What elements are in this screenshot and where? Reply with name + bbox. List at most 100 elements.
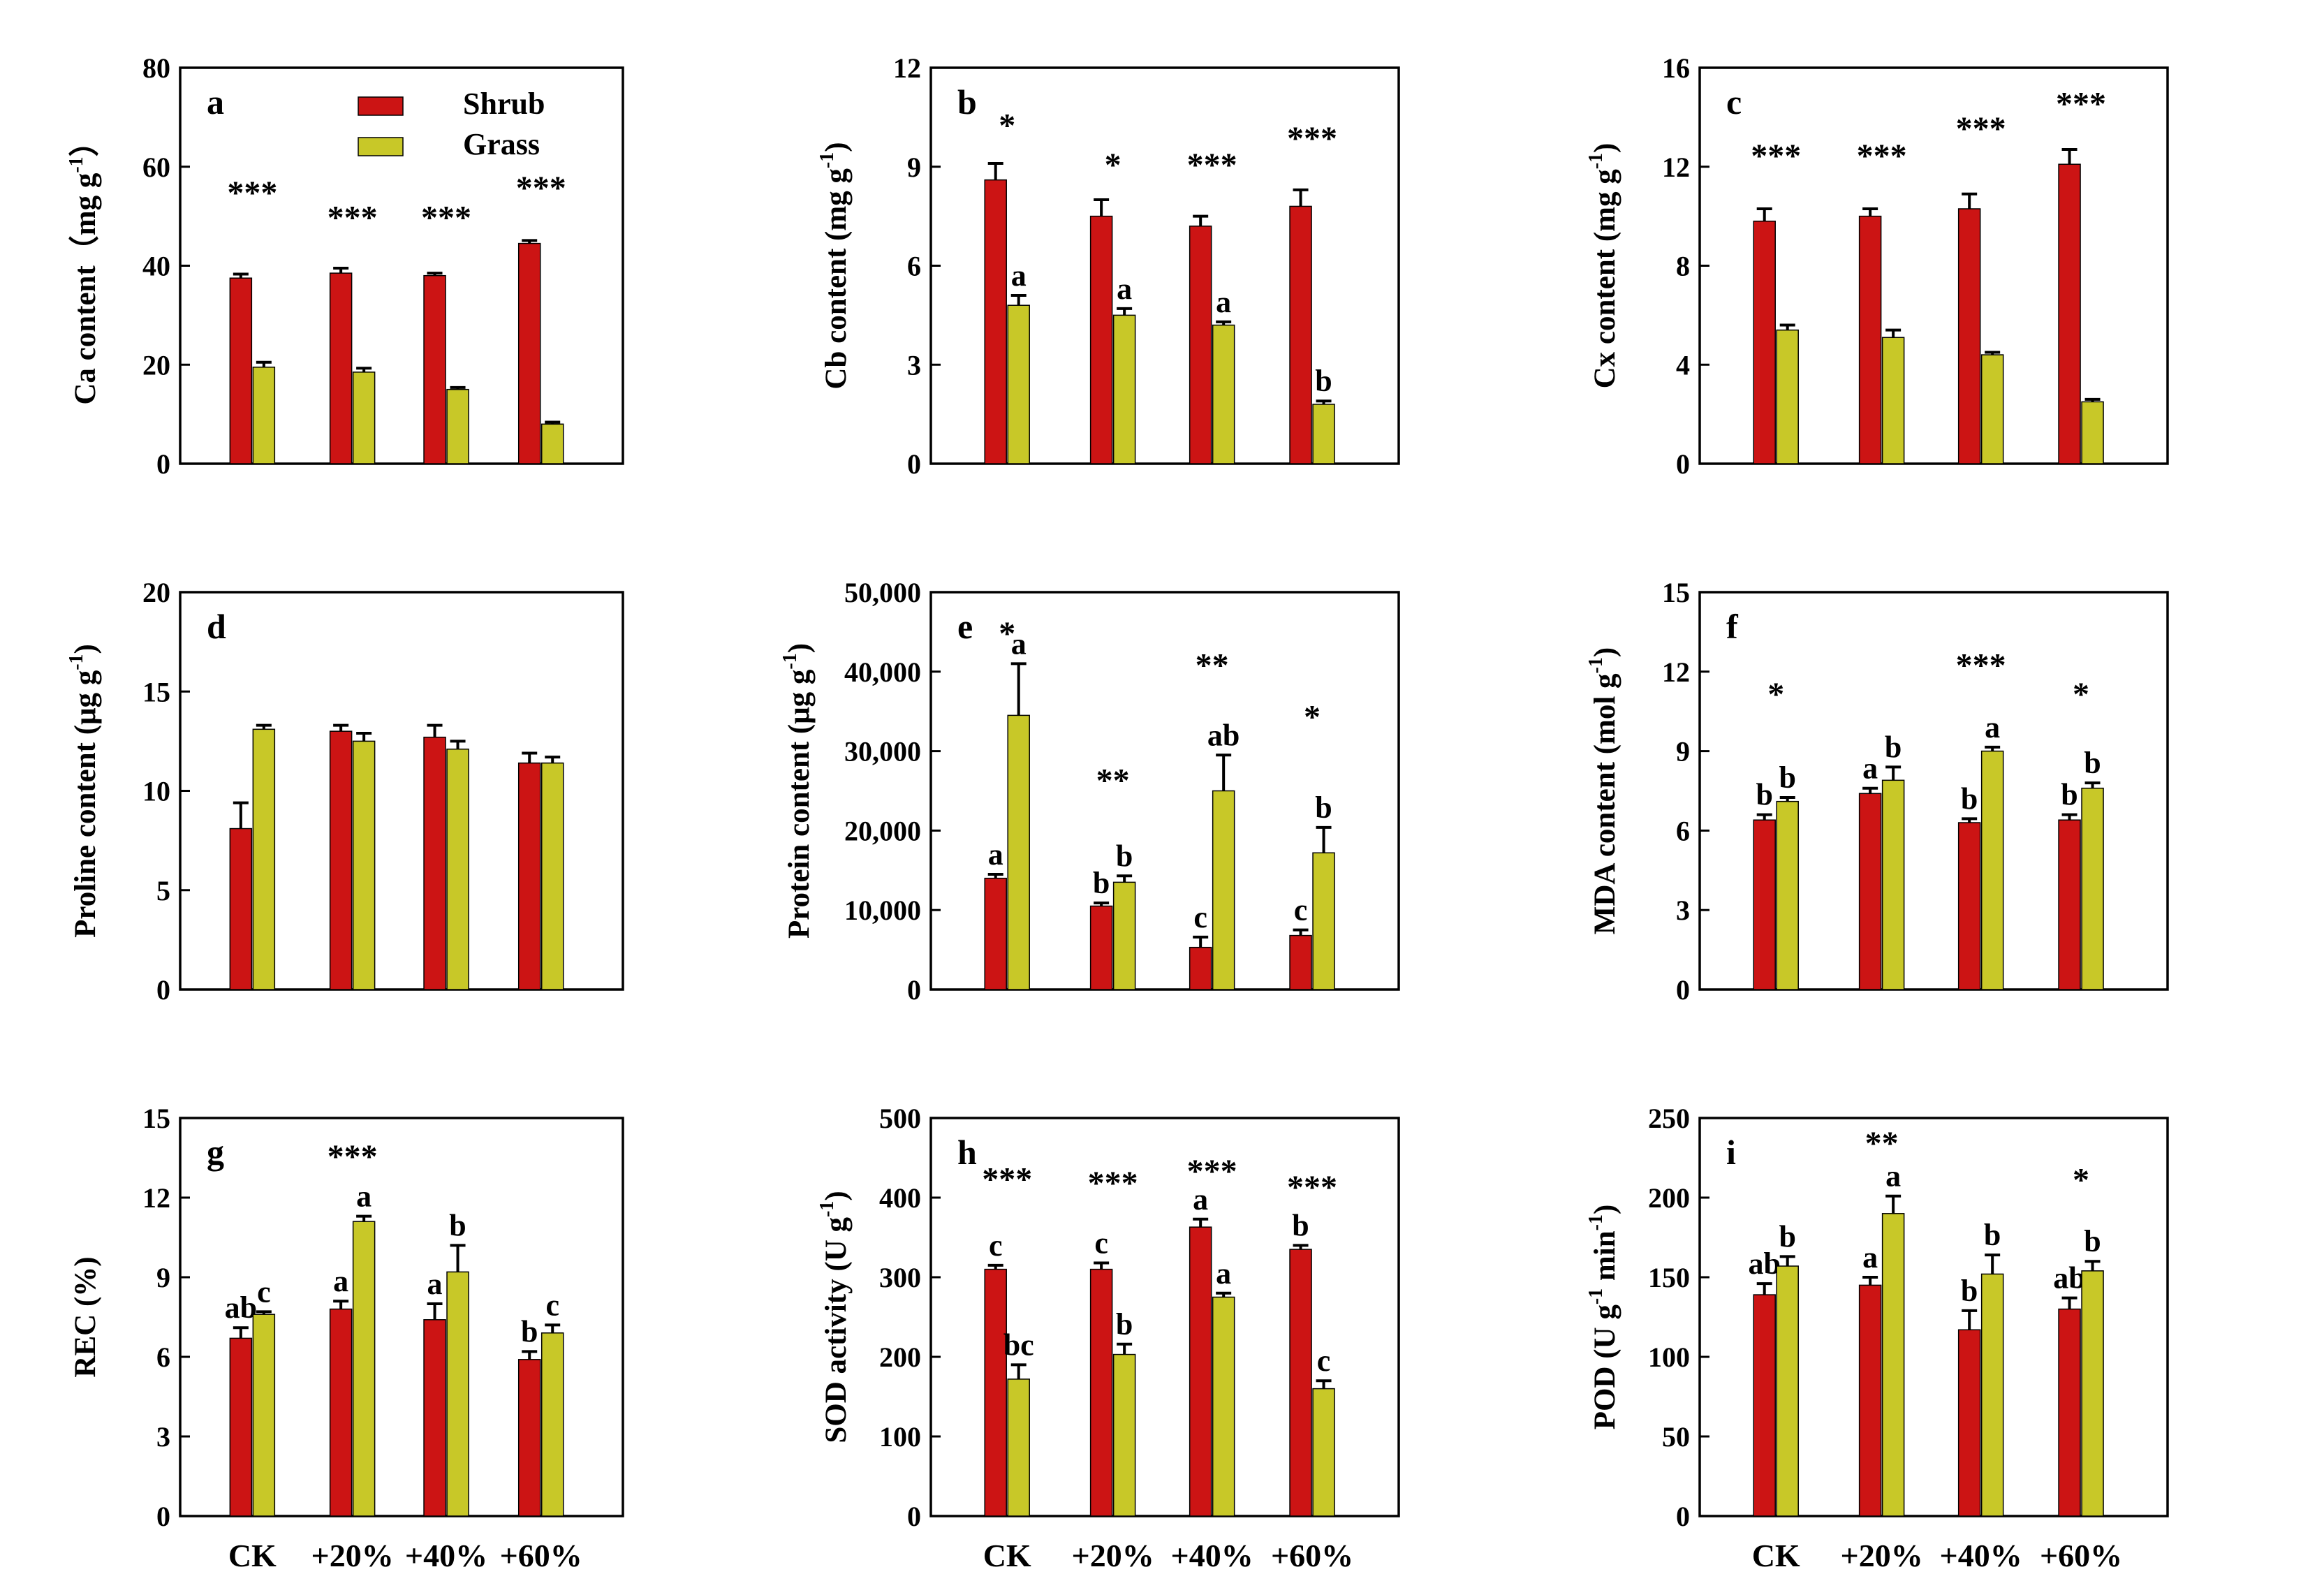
- x-category-label: +40%: [1171, 1538, 1253, 1573]
- bar-shrub: [1089, 1268, 1113, 1517]
- panel-a: 0 20 40 60 80 Ca content（mg g-1） a *** *** *** ***…: [66, 52, 624, 480]
- significance-stars: ***: [328, 1138, 378, 1175]
- y-axis-label: Proline content (μg g-1): [66, 644, 102, 938]
- y-axis-label: Cb content (mg g-1): [816, 142, 853, 389]
- bar-grass: [1112, 314, 1136, 464]
- panel-letter: f: [1726, 607, 1739, 646]
- significance-stars: ***: [1287, 120, 1337, 157]
- y-axis-label: Protein content (μg g-1): [779, 643, 816, 939]
- significance-letter-grass: b: [1116, 839, 1133, 873]
- y-tick-label: 50,000: [844, 577, 921, 608]
- y-axis-label-main: POD (U g: [1589, 1304, 1621, 1430]
- bar-shrub: [423, 1319, 446, 1517]
- significance-letter-grass: a: [1885, 1159, 1901, 1193]
- significance-letter-grass: a: [1117, 272, 1132, 306]
- x-category-label: +40%: [405, 1538, 487, 1573]
- bar-grass: [1881, 779, 1905, 990]
- significance-letter-shrub: a: [1193, 1182, 1208, 1216]
- significance-stars: ***: [2056, 86, 2106, 123]
- significance-letter-grass: a: [1216, 1256, 1231, 1290]
- y-tick-label: 9: [1676, 736, 1690, 767]
- plot-frame: [929, 591, 1400, 991]
- y-axis-label: MDA content (mol g-1): [1585, 647, 1621, 934]
- y-axis-label-superscript: -1: [779, 653, 801, 669]
- significance-letter-grass: b: [1779, 760, 1795, 795]
- y-axis-label-superscript: -1: [66, 156, 87, 172]
- bar-grass: [252, 728, 276, 990]
- significance-stars: *: [2073, 1162, 2089, 1199]
- significance-letter-shrub: b: [1961, 1274, 1978, 1308]
- y-axis-label-main: Cx content (mg g: [1589, 169, 1621, 389]
- significance-stars: **: [1196, 647, 1229, 684]
- y-tick-label: 9: [907, 152, 921, 183]
- y-axis-label-main: MDA content (mol g: [1589, 673, 1621, 934]
- bar-grass: [1312, 1388, 1335, 1517]
- bar-shrub: [229, 277, 253, 464]
- bar-grass: [1007, 304, 1030, 464]
- y-axis-label-tail: ): [69, 644, 102, 654]
- bar-shrub: [517, 242, 541, 464]
- y-tick-label: 20: [142, 577, 170, 608]
- bar-shrub: [1753, 220, 1776, 464]
- y-tick-label: 6: [1676, 815, 1690, 846]
- bar-grass: [446, 749, 469, 990]
- panel-letter: g: [207, 1133, 224, 1172]
- y-axis-label-tail: ）: [68, 126, 102, 156]
- plot-frame: [179, 1117, 624, 1517]
- plot-frame: [929, 1117, 1400, 1517]
- panel-letter: d: [207, 607, 226, 646]
- significance-stars: ***: [328, 200, 378, 237]
- bar-shrub: [984, 179, 1007, 464]
- y-axis-label: REC (%): [69, 1256, 102, 1377]
- bar-shrub: [517, 762, 541, 990]
- y-tick-label: 8: [1676, 251, 1690, 282]
- bar-grass: [540, 1332, 564, 1517]
- significance-letter-grass: a: [1216, 285, 1231, 319]
- significance-stars: *: [1304, 698, 1321, 735]
- y-tick-label: 3: [1676, 895, 1690, 926]
- y-tick-label: 6: [156, 1341, 170, 1373]
- significance-stars: *: [1767, 676, 1784, 713]
- y-tick-label: 0: [156, 448, 170, 480]
- y-axis-label-superscript: -1: [1585, 153, 1607, 169]
- significance-letter-shrub: a: [427, 1267, 443, 1301]
- significance-letter-grass: c: [545, 1288, 559, 1322]
- y-axis-label-superscript: -1: [1585, 1288, 1607, 1304]
- bar-grass: [1212, 1296, 1235, 1517]
- y-axis-label-tail: ): [1589, 143, 1621, 153]
- x-category-label: CK: [1752, 1538, 1800, 1573]
- significance-letter-grass: b: [1116, 1307, 1133, 1341]
- bar-shrub: [329, 272, 353, 464]
- legend-swatch-shrub: [358, 96, 404, 116]
- y-axis-label-tail: ): [783, 643, 816, 653]
- y-tick-label: 400: [879, 1182, 921, 1214]
- significance-stars: *: [2073, 676, 2089, 713]
- y-axis-label-superscript: -1: [66, 654, 87, 670]
- x-category-label: +20%: [1072, 1538, 1154, 1573]
- panel-letter: b: [957, 82, 977, 122]
- bar-grass: [352, 372, 376, 464]
- bar-shrub: [2058, 1308, 2081, 1517]
- significance-letter-shrub: b: [521, 1314, 538, 1348]
- bar-shrub: [329, 730, 353, 990]
- y-tick-label: 15: [1662, 577, 1690, 608]
- y-tick-label: 12: [1662, 656, 1690, 688]
- significance-letter-shrub: ab: [2053, 1261, 2085, 1295]
- y-tick-label: 0: [907, 974, 921, 1006]
- significance-stars: *: [999, 107, 1015, 144]
- significance-stars: **: [1865, 1125, 1899, 1162]
- y-axis-label-tail: ): [1589, 647, 1621, 657]
- bar-shrub: [229, 1337, 253, 1517]
- significance-stars: ***: [982, 1161, 1032, 1198]
- bar-grass: [1980, 354, 2004, 464]
- bar-shrub: [1858, 1284, 1882, 1517]
- bar-grass: [1776, 329, 1799, 464]
- y-tick-label: 250: [1648, 1103, 1690, 1134]
- bar-shrub: [1089, 905, 1113, 990]
- bar-shrub: [1957, 822, 1981, 990]
- bar-shrub: [1858, 793, 1882, 990]
